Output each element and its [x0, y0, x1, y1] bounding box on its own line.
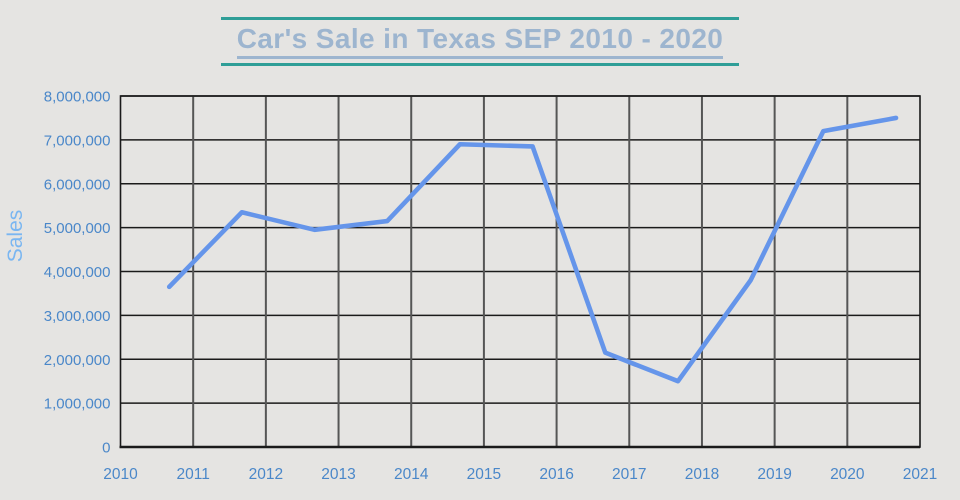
y-tick-label: 2,000,000: [44, 352, 111, 369]
y-tick-label: 6,000,000: [44, 176, 111, 193]
x-tick-label: 2010: [103, 466, 138, 483]
x-tick-label: 2013: [321, 466, 355, 483]
x-tick-label: 2015: [467, 466, 501, 483]
x-tick-label: 2019: [757, 466, 791, 483]
y-tick-label: 1,000,000: [44, 396, 111, 413]
y-tick-label: 3,000,000: [44, 308, 111, 325]
x-tick-label: 2011: [177, 466, 210, 483]
y-tick-label: 5,000,000: [44, 220, 111, 237]
page-title-text: Car's Sale in Texas SEP 2010 - 2020: [236, 23, 724, 59]
x-tick-label: 2016: [539, 466, 573, 483]
sales-line: [166, 115, 899, 384]
x-tick-label: 2018: [685, 466, 719, 483]
x-tick-label: 2012: [249, 466, 283, 483]
title-block: Car's Sale in Texas SEP 2010 - 2020: [0, 0, 960, 66]
page-title: Car's Sale in Texas SEP 2010 - 2020: [220, 17, 740, 66]
x-tick-label: 2021: [903, 466, 937, 483]
x-tick-label: 2020: [830, 466, 865, 483]
y-tick-label: 7,000,000: [44, 132, 111, 149]
y-axis-title: Sales: [4, 210, 27, 263]
y-tick-label: 8,000,000: [44, 89, 111, 106]
x-tick-label: 2017: [612, 466, 646, 483]
y-tick-label: 0: [102, 440, 110, 457]
y-tick-label: 4,000,000: [44, 264, 111, 281]
x-tick-label: 2014: [394, 466, 429, 483]
